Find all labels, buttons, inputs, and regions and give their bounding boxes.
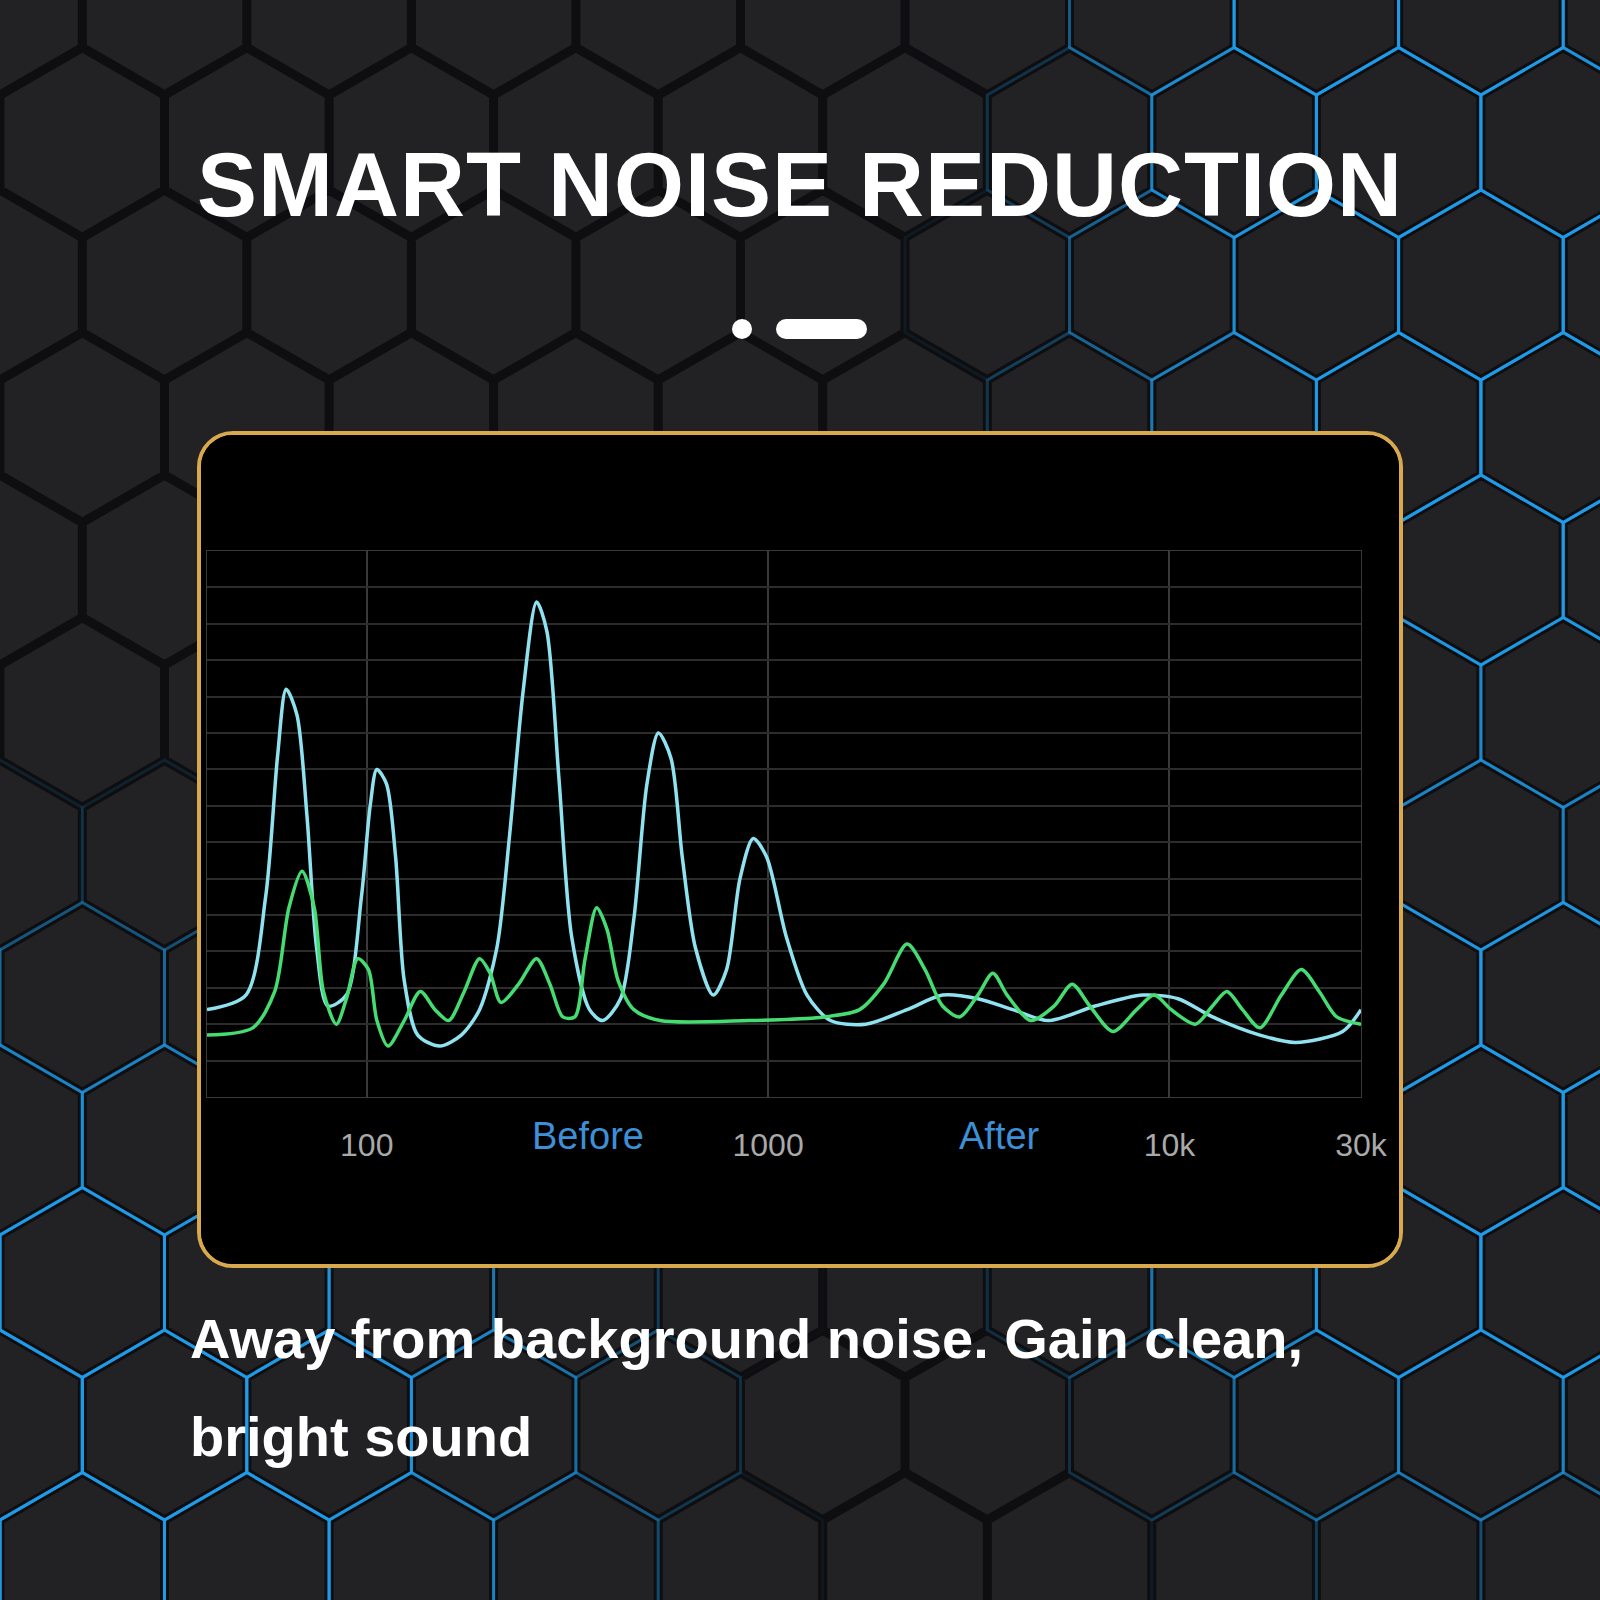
svg-text:30k: 30k xyxy=(1335,1127,1388,1163)
html-text:SMART NOISE REDUCTION: SMART NOISE REDUCTION xyxy=(197,135,1403,235)
svg-text:10k: 10k xyxy=(1144,1127,1197,1163)
svg-text:Before: Before xyxy=(532,1115,644,1157)
html-text:Away from background noise. Ga: Away from background noise. Gain clean, … xyxy=(190,1307,1303,1468)
svg-text:100: 100 xyxy=(340,1127,393,1163)
svg-text:1000: 1000 xyxy=(733,1127,804,1163)
svg-text:After: After xyxy=(959,1115,1040,1157)
